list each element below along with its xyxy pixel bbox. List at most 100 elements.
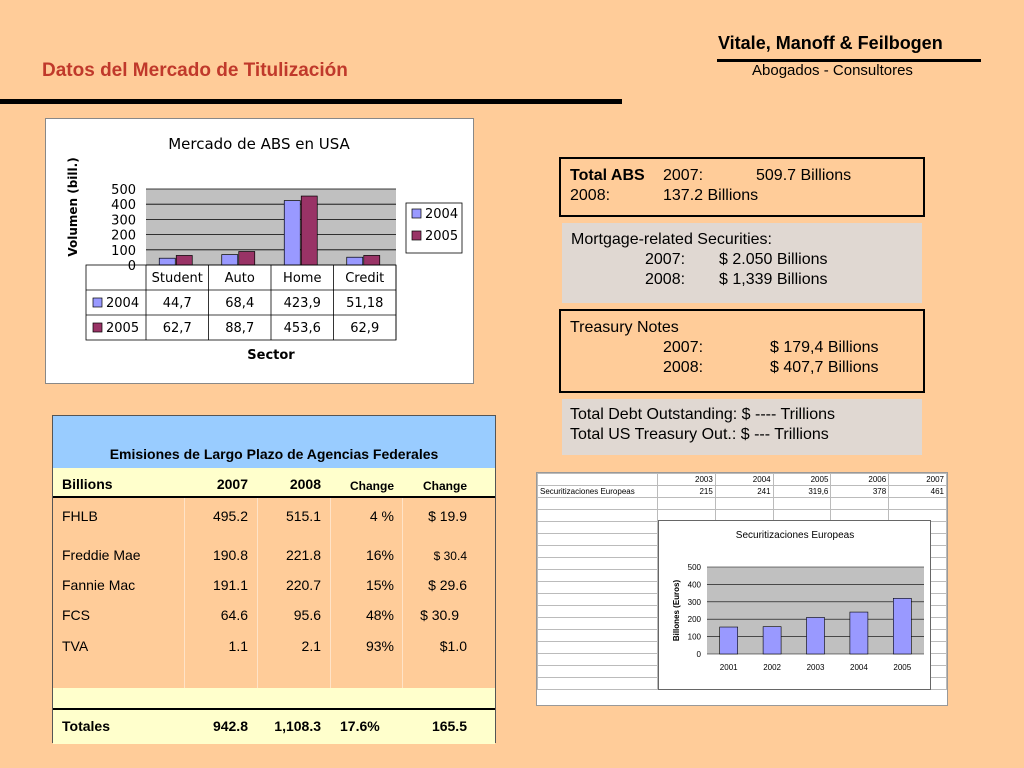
spreadsheet-cell (537, 509, 658, 522)
column-divider (184, 468, 185, 742)
spreadsheet-year-cell: 2007 (888, 473, 947, 486)
header-change-pct: Change (349, 479, 394, 493)
spreadsheet-cell (537, 665, 658, 678)
y-tick-label: 200 (111, 229, 136, 244)
row-change-pct: 15% (365, 577, 394, 593)
data-label: 51,18 (346, 296, 383, 311)
row-2007: 190.8 (212, 547, 248, 563)
bar-student-2004 (158, 257, 176, 266)
data-label: 62,9 (350, 321, 379, 336)
table-title: Emisiones de Largo Plazo de Agencias Fed… (109, 446, 439, 462)
mortgage-2007-value: $ 2.050 Billions (719, 251, 828, 268)
plot-area (146, 189, 396, 265)
spreadsheet-cell (537, 557, 658, 570)
spreadsheet-cell (537, 629, 658, 642)
row-name: FHLB (62, 508, 98, 524)
row-name: Fannie Mac (62, 577, 136, 593)
data-label: 68,4 (225, 296, 254, 311)
row-change-amt: $ 30.4 (433, 549, 467, 563)
data-label: 88,7 (225, 321, 254, 336)
abs-chart-panel: Mercado de ABS en USA 0 100 200 300 400 500 Vol… (45, 118, 474, 384)
row-change-amt: $ 29.6 (428, 577, 467, 593)
bar-auto-2004 (221, 254, 239, 266)
spreadsheet-value-cell: 319,6 (772, 485, 832, 498)
mortgage-2008-year: 2008: (645, 271, 686, 288)
debt-box: Total Debt Outstanding: $ ---- Trillions… (562, 399, 922, 455)
y-tick-label: 400 (111, 198, 136, 213)
x-tick-label: 2002 (763, 663, 781, 672)
totals-2007: 942.8 (212, 718, 248, 734)
row-2008: 220.7 (285, 577, 321, 593)
bar-auto-2005 (238, 251, 256, 266)
chart-title: Securitizaciones Europeas (736, 530, 854, 541)
treasury-2007-year: 2007: (663, 339, 704, 356)
table-header-row: Billions 2007 2008 Change Change (53, 468, 495, 498)
mortgage-2007-year: 2007: (645, 251, 686, 268)
totals-change-amt: 165.5 (431, 718, 467, 734)
spreadsheet-cell (537, 605, 658, 618)
spreadsheet-cell (537, 677, 658, 690)
spreadsheet-cell (537, 497, 658, 510)
y-axis-label: Volumen (bill.) (66, 157, 80, 256)
legend-swatch-2004 (411, 208, 422, 219)
x-tick-label: 2001 (720, 663, 738, 672)
treasury-label: Treasury Notes (570, 319, 679, 336)
header-change-amt: Change (422, 479, 467, 493)
chart-title: Mercado de ABS en USA (168, 135, 350, 153)
y-tick-label: 300 (111, 213, 136, 228)
spreadsheet-cell (537, 653, 658, 666)
treasury-2008-year: 2008: (663, 359, 704, 376)
spreadsheet-cell (537, 569, 658, 582)
spreadsheet-header-row: 2003 2004 2005 2006 2007 (537, 473, 947, 486)
total-abs-2007-year: 2007: (663, 167, 704, 184)
x-tick-label: Home (283, 271, 321, 286)
mortgage-label: Mortgage-related Securities: (571, 231, 772, 248)
y-axis-label: Billones (Euros) (672, 579, 681, 641)
spreadsheet-cell (537, 473, 658, 486)
table-title-bar: Emisiones de Largo Plazo de Agencias Fed… (53, 416, 495, 468)
row-change-pct: 93% (365, 638, 394, 654)
bar-student-2005 (175, 255, 193, 266)
total-abs-2008-year: 2008: (570, 187, 611, 204)
y-tick-label: 300 (688, 598, 702, 607)
totals-2008: 1,108.3 (274, 718, 321, 734)
y-tick-label: 100 (111, 244, 136, 259)
firm-name: Vitale, Manoff & Feilbogen (718, 33, 943, 53)
treasury-out-line: Total US Treasury Out.: $ --- Trillions (570, 426, 829, 443)
bar-credit-2004 (346, 256, 364, 266)
spreadsheet-value-cell: 241 (714, 485, 774, 498)
row-2008: 2.1 (301, 638, 321, 654)
spreadsheet-year-cell: 2006 (830, 473, 890, 486)
total-debt-line: Total Debt Outstanding: $ ---- Trillions (570, 406, 835, 423)
data-label: 453,6 (284, 321, 321, 336)
row-2007: 495.2 (212, 508, 248, 524)
bar-home-2004 (283, 200, 301, 266)
x-tick-label: 2005 (893, 663, 911, 672)
x-tick-label: 2003 (807, 663, 825, 672)
legend-swatch-2005 (411, 230, 422, 241)
y-tick-label: 100 (688, 633, 702, 642)
spreadsheet-value-cell: 461 (888, 485, 947, 498)
spreadsheet-empty-row (537, 509, 947, 522)
row-change-pct: 4 % (369, 508, 394, 524)
y-tick-label: 500 (111, 183, 136, 198)
firm-subtitle: Abogados - Consultores (752, 62, 913, 79)
row-2008: 95.6 (293, 607, 321, 623)
legend-label-2005: 2005 (425, 229, 458, 244)
spreadsheet-cell (888, 497, 947, 510)
treasury-box: Treasury Notes 2007: $ 179,4 Billions 20… (559, 309, 925, 393)
x-tick-label: Credit (345, 271, 384, 286)
spreadsheet-empty-row (537, 497, 947, 510)
total-abs-box: Total ABS 2007: 509.7 Billions 2008: 137… (559, 157, 925, 217)
spreadsheet-cell (537, 545, 658, 558)
totals-row: Totales 942.8 1,108.3 17.6% 165.5 (53, 708, 495, 744)
securitizations-chart: Securitizaciones Europeas 0 100 200 300 400 50… (672, 530, 924, 672)
y-tick-label: 0 (128, 259, 136, 274)
bar-2005 (893, 598, 912, 655)
mortgage-box: Mortgage-related Securities: 2007: $ 2.0… (562, 223, 922, 303)
spreadsheet-year-cell: 2005 (772, 473, 832, 486)
x-tick-label: 2004 (850, 663, 868, 672)
data-table-series-label: 2004 (106, 296, 139, 311)
bar-2003 (806, 617, 825, 655)
bar-2001 (719, 626, 739, 655)
